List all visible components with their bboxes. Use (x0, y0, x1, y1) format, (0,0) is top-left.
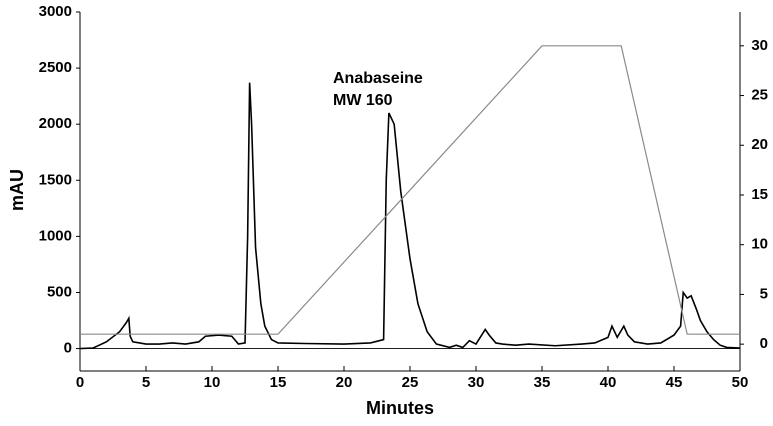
x-tick-label: 15 (270, 374, 287, 391)
chromatogram-line (79, 82, 741, 350)
x-tick-label: 5 (142, 374, 150, 391)
x-tick-label: 50 (732, 374, 749, 391)
y2-tick-label: 10 (751, 236, 768, 253)
y-axis-label: mAU (7, 169, 27, 211)
y-tick-label: 2000 (39, 115, 72, 132)
y-tick-label: 3000 (39, 3, 72, 20)
x-tick-label: 45 (666, 374, 683, 391)
x-tick-label: 35 (534, 374, 551, 391)
x-tick-label: 25 (402, 374, 419, 391)
y2-tick-label: 20 (751, 136, 768, 153)
x-tick-label: 30 (468, 374, 485, 391)
y2-tick-label: 15 (751, 186, 768, 203)
annotation: MW 160 (333, 92, 393, 109)
y2-tick-label: 30 (751, 37, 768, 54)
x-tick-label: 40 (600, 374, 617, 391)
annotation: Anabaseine (333, 70, 423, 87)
y2-tick-label: 5 (760, 285, 768, 302)
x-tick-label: 10 (204, 374, 221, 391)
y-tick-label: 2500 (39, 59, 72, 76)
x-axis-label: Minutes (366, 398, 434, 418)
y-tick-label: 500 (47, 283, 72, 300)
y2-tick-label: 25 (751, 87, 768, 104)
x-tick-label: 20 (336, 374, 353, 391)
y-tick-label: 0 (64, 340, 72, 357)
y-tick-label: 1000 (39, 227, 72, 244)
x-tick-label: 0 (76, 374, 84, 391)
y2-tick-label: 0 (760, 335, 768, 352)
y-tick-label: 1500 (39, 171, 72, 188)
gradient-line (80, 45, 740, 335)
